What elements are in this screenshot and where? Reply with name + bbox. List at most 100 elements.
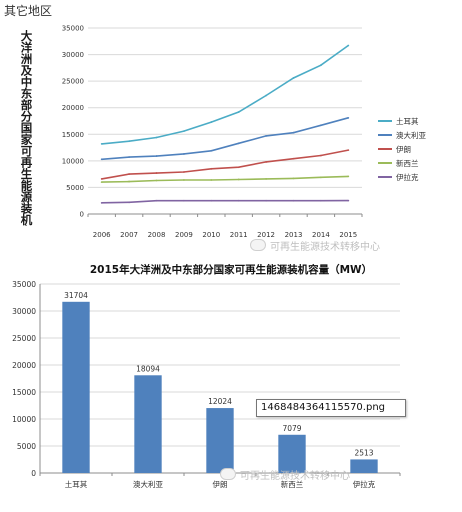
line-chart-point: [155, 155, 158, 157]
line-chart: 大洋洲及中东部分国家可再生能源装机容量（MW） 0 5000 10000 15000 2…: [0, 18, 462, 258]
line-chart-point: [100, 181, 103, 184]
line-chart-legend-item: 伊朗: [378, 142, 460, 156]
line-chart-y-tick-label: 35000: [62, 25, 84, 33]
line-chart-point: [347, 116, 350, 119]
line-chart-point: [320, 199, 322, 202]
bar-chart: 2015年大洋洲及中东部分国家可再生能源装机容量（MW） 0 5000 10000 1…: [0, 262, 462, 512]
line-chart-point: [320, 64, 322, 67]
line-chart-point: [183, 153, 185, 155]
bar-chart-svg: 0 5000 10000 15000 20000 25000 30000 35000 31704…: [12, 280, 401, 489]
line-chart-x-tick-label: 2009: [175, 231, 193, 239]
line-chart-point: [265, 178, 267, 180]
bar-chart-title: 2015年大洋洲及中东部分国家可再生能源装机容量（MW）: [89, 264, 373, 276]
line-chart-x-tick-label: 2013: [285, 231, 303, 239]
line-chart-point: [320, 154, 322, 157]
page-heading: 其它地区: [4, 4, 53, 18]
legend-label: 土耳其: [396, 116, 419, 126]
line-chart-point: [347, 199, 350, 202]
line-chart-point: [237, 178, 240, 181]
line-chart-point: [100, 158, 103, 161]
line-chart-y-axis-title: 大洋洲及中东部分国家可再生能源装机容量（MW）: [6, 30, 46, 226]
line-chart-point: [210, 149, 213, 152]
bar-chart-y-tick-label: 35000: [12, 280, 36, 289]
line-chart-point: [183, 130, 185, 132]
bar-chart-y-tick-label: 15000: [12, 388, 36, 397]
line-chart-point: [265, 134, 267, 137]
line-chart-series-3: [101, 149, 349, 180]
line-chart-series-1: [101, 44, 349, 145]
line-chart-watermark: 可再生能源技术转移中心: [250, 238, 380, 253]
bar-chart-watermark-text: 可再生能源技术转移中心: [240, 471, 350, 482]
bar-chart-data-label: 31704: [64, 291, 88, 300]
line-chart-legend-item: 伊拉克: [378, 170, 460, 184]
bar-chart-bar: [350, 459, 378, 473]
line-chart-point: [237, 142, 240, 145]
line-chart-legend-item: 新西兰: [378, 156, 460, 170]
line-chart-point: [155, 136, 158, 139]
line-chart-point: [210, 179, 213, 181]
line-chart-y-tick-label: 0: [80, 211, 84, 219]
line-chart-x-tick-label: 2014: [312, 231, 330, 239]
line-chart-point: [210, 199, 213, 202]
line-chart-point: [320, 176, 322, 179]
bar-chart-y-tick-label: 30000: [12, 307, 36, 316]
legend-label: 伊拉克: [396, 172, 419, 182]
legend-label: 新西兰: [396, 158, 419, 168]
legend-swatch: [378, 120, 392, 122]
line-chart-point: [237, 199, 240, 202]
line-chart-point: [292, 177, 295, 180]
bar-chart-bar: [134, 375, 162, 473]
line-chart-point: [128, 180, 131, 183]
line-chart-point: [320, 124, 322, 127]
line-chart-y-tick-label: 10000: [62, 157, 84, 165]
bar-chart-y-tick-label: 10000: [12, 415, 36, 424]
bar-chart-category-label: 新西兰: [281, 479, 304, 489]
bar-chart-data-label: 18094: [136, 364, 160, 373]
bar-chart-category-label: 伊朗: [213, 479, 228, 489]
line-chart-point: [237, 111, 240, 113]
line-chart-point: [183, 199, 185, 202]
line-chart-y-tick-label: 20000: [62, 104, 84, 112]
bar-chart-data-label: 12024: [208, 397, 232, 406]
line-chart-point: [265, 199, 267, 202]
line-chart-x-tick-label: 2010: [202, 231, 220, 239]
line-chart-series-2: [101, 117, 349, 161]
line-chart-x-tick-label: 2011: [230, 231, 248, 239]
line-chart-x-tick-label: 2015: [339, 231, 357, 239]
line-chart-point: [265, 161, 267, 163]
bar-chart-category-label: 伊拉克: [353, 479, 376, 489]
bar-chart-y-tick-label: 5000: [17, 442, 36, 451]
legend-swatch: [378, 162, 392, 164]
line-chart-point: [292, 157, 295, 160]
line-chart-point: [292, 131, 295, 134]
line-chart-point: [155, 199, 158, 202]
line-chart-y-tick-label: 25000: [62, 78, 84, 86]
line-chart-point: [100, 201, 103, 204]
line-chart-y-axis-title-text: 大洋洲及中东部分国家可再生能源装机容量（MW）: [19, 30, 33, 226]
line-chart-point: [128, 173, 131, 176]
line-chart-svg: 0 5000 10000 15000 20000 25000 30000 35000 2006 2…: [62, 25, 363, 239]
bar-chart-category-label: 土耳其: [65, 479, 88, 489]
filename-tooltip: 1468484364115570.png: [256, 399, 406, 417]
legend-label: 伊朗: [396, 144, 411, 154]
wechat-icon: [250, 239, 266, 251]
line-chart-point: [210, 121, 213, 123]
legend-swatch: [378, 148, 392, 150]
bar-chart-y-tick-label: 25000: [12, 334, 36, 343]
line-chart-point: [128, 140, 131, 143]
line-chart-point: [237, 166, 240, 169]
legend-swatch: [378, 176, 392, 178]
bar-chart-y-tick-label: 0: [31, 469, 36, 478]
line-chart-x-tick-label: 2008: [148, 231, 166, 239]
line-chart-point: [347, 175, 350, 178]
line-chart-point: [183, 171, 185, 173]
line-chart-point: [292, 199, 295, 202]
bar-chart-bar: [62, 301, 90, 473]
line-chart-x-tick-label: 2007: [120, 231, 138, 239]
legend-label: 澳大利亚: [396, 130, 426, 140]
line-chart-point: [155, 172, 158, 174]
line-chart-x-tick-label: 2012: [257, 231, 275, 239]
line-chart-point: [100, 178, 103, 180]
line-chart-point: [292, 77, 295, 79]
line-chart-y-tick-label: 15000: [62, 131, 84, 139]
